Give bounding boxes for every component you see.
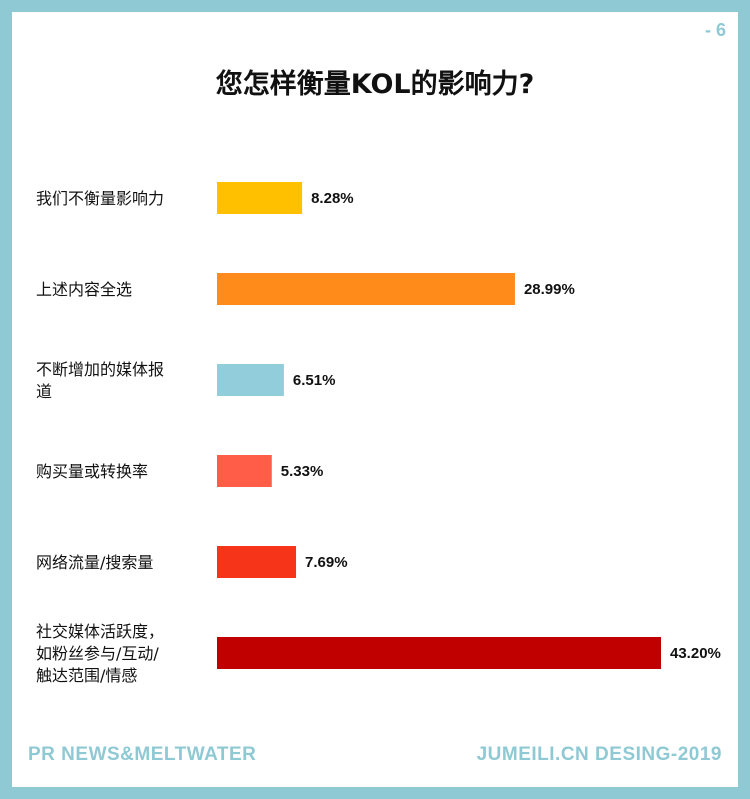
- category-label: 我们不衡量影响力: [36, 189, 164, 208]
- chart-card: - 6 您怎样衡量KOL的影响力? 我们不衡量影响力 8.28% 上述内容全选 28.…: [12, 12, 738, 787]
- category-label: 网络流量/搜索量: [36, 553, 153, 572]
- value-label: 7.69%: [305, 554, 348, 571]
- bar-chart: 我们不衡量影响力 8.28% 上述内容全选 28.99% 不断增加的媒体报道 6.51% 购…: [36, 182, 721, 685]
- category-label: 购买量或转换率: [36, 462, 148, 481]
- value-label: 43.20%: [670, 645, 721, 662]
- bar: [217, 455, 272, 487]
- page-number: - 6: [704, 20, 726, 40]
- value-label: 5.33%: [281, 463, 324, 480]
- bar: [217, 364, 284, 396]
- bar: [217, 182, 303, 214]
- value-label: 6.51%: [293, 372, 336, 389]
- bar: [217, 273, 515, 305]
- footer-credit: JUMEILI.CN DESING-2019: [476, 744, 722, 765]
- category-label: 社交媒体活跃度，如粉丝参与/互动/触达范围/情感: [36, 622, 164, 685]
- chart-title: 您怎样衡量KOL的影响力?: [215, 69, 535, 100]
- bar: [217, 637, 661, 669]
- value-label: 8.28%: [311, 190, 354, 207]
- bar: [217, 546, 297, 578]
- footer-source: PR NEWS&MELTWATER: [28, 744, 257, 765]
- category-label: 不断增加的媒体报道: [36, 360, 164, 401]
- value-label: 28.99%: [524, 281, 575, 298]
- category-label: 上述内容全选: [36, 280, 132, 299]
